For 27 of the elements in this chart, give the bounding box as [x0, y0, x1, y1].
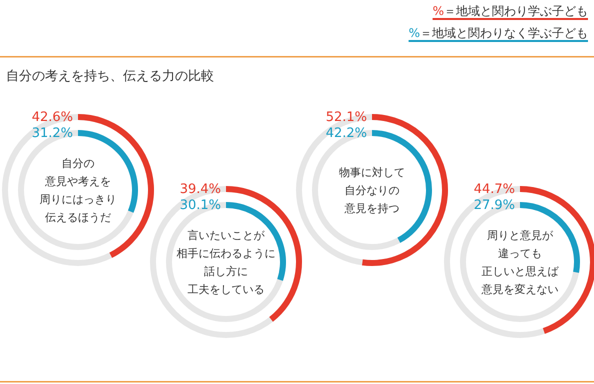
text: 違っても	[498, 247, 542, 260]
text: 自分なりの	[344, 184, 400, 197]
text: 正しいと思えば	[482, 265, 560, 278]
slice-label: %＝地域と関わり学ぶ子ども	[432, 4, 588, 18]
title: 自分の考えを持ち、伝える力の比較	[6, 69, 214, 84]
text: 物事に対して	[339, 166, 405, 179]
text: 相手に伝わるように	[176, 247, 276, 260]
text: 意見を変えない	[480, 283, 558, 296]
data-label: 31.2%	[32, 126, 73, 141]
text: 言いたいことが	[188, 229, 266, 242]
data-label: 42.2%	[326, 126, 367, 141]
slice-label: %＝地域と関わりなく学ぶ子ども	[408, 26, 588, 40]
text: 意見や考えを	[44, 175, 111, 188]
text: 周りにはっきり	[40, 193, 116, 206]
data-label: 27.9%	[474, 198, 515, 213]
data-label: 42.6%	[32, 110, 73, 125]
legend: %＝地域と関わり学ぶ子ども %＝地域と関わりなく学ぶ子ども	[408, 4, 588, 42]
text: 意見を持つ	[344, 202, 400, 215]
data-label: 44.7%	[474, 182, 515, 197]
text: 自分の	[62, 157, 94, 170]
text: 話し方に	[204, 265, 248, 278]
text: 伝えるほうだ	[45, 211, 111, 224]
text: 工夫をしている	[188, 283, 264, 296]
data-label: 52.1%	[326, 110, 367, 125]
data-label: 39.4%	[180, 182, 221, 197]
text: 周りと意見が	[487, 229, 554, 242]
data-label: 30.1%	[180, 198, 221, 213]
